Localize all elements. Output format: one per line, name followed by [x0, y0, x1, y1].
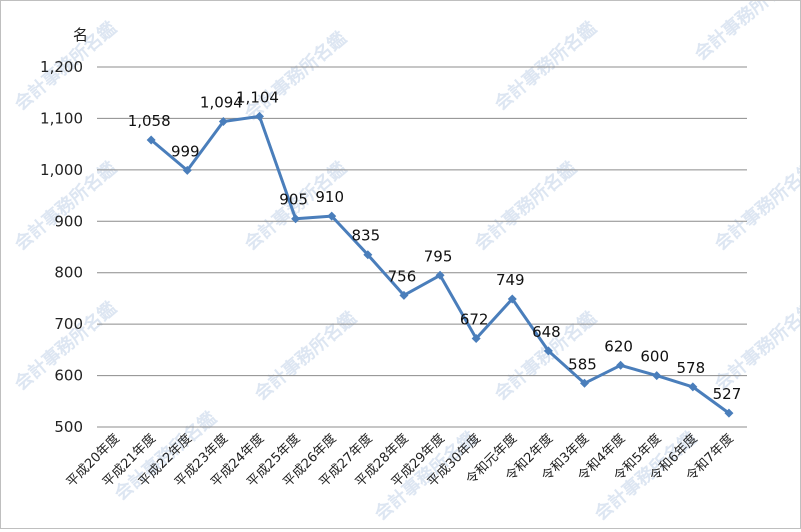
data-label: 835 — [352, 227, 381, 245]
data-label: 1,104 — [236, 88, 279, 106]
data-point — [580, 378, 589, 388]
data-label: 648 — [532, 323, 561, 341]
y-tick-label: 1,200 — [40, 58, 83, 76]
watermark-text: 会計事務所名鑑 — [250, 307, 361, 405]
data-point — [218, 117, 228, 127]
data-point — [616, 360, 626, 370]
data-label: 578 — [677, 359, 706, 377]
data-point — [399, 290, 409, 300]
data-point — [363, 250, 373, 260]
data-label: 1,094 — [200, 94, 243, 112]
data-point — [146, 135, 156, 145]
series-layer — [146, 111, 734, 418]
data-label: 620 — [604, 337, 633, 355]
data-point — [688, 382, 698, 392]
data-point — [652, 371, 662, 381]
y-tick-label: 500 — [54, 418, 83, 436]
data-point — [327, 211, 337, 221]
data-point — [507, 294, 517, 304]
y-axis-unit-label: 名 — [73, 26, 88, 44]
data-label: 910 — [315, 188, 344, 206]
data-label: 672 — [460, 311, 489, 329]
watermark-text: 会計事務所名鑑 — [710, 297, 800, 395]
y-tick-label: 1,000 — [40, 161, 83, 179]
watermark-text: 会計事務所名鑑 — [240, 27, 351, 125]
data-point — [543, 346, 553, 356]
gridlines — [97, 66, 747, 428]
data-label: 1,058 — [128, 112, 171, 130]
data-point — [471, 334, 481, 344]
watermark-text: 会計事務所名鑑 — [470, 157, 581, 255]
y-tick-label: 700 — [54, 315, 83, 333]
data-point — [724, 408, 734, 418]
data-point — [435, 270, 445, 280]
data-point — [291, 214, 301, 224]
data-label: 585 — [568, 355, 597, 373]
data-point — [255, 111, 264, 121]
data-label: 527 — [713, 385, 742, 403]
y-tick-label: 1,100 — [40, 109, 83, 127]
data-label: 905 — [279, 191, 308, 209]
watermark-text: 会計事務所名鑑 — [490, 17, 601, 115]
y-tick-label: 900 — [54, 212, 83, 230]
data-label: 756 — [388, 267, 417, 285]
data-label: 749 — [496, 271, 525, 289]
data-label: 999 — [171, 142, 200, 160]
data-label: 600 — [640, 348, 669, 366]
watermark-text: 会計事務所名鑑 — [710, 157, 800, 255]
y-axis-ticks: 500 600 700 800 900 1,000 1,100 1,200 — [40, 58, 83, 436]
watermark-text: 会計事務所名鑑 — [690, 1, 800, 65]
y-tick-label: 600 — [54, 367, 83, 385]
y-tick-label: 800 — [54, 264, 83, 282]
data-point — [182, 165, 192, 175]
data-label: 795 — [424, 247, 453, 265]
